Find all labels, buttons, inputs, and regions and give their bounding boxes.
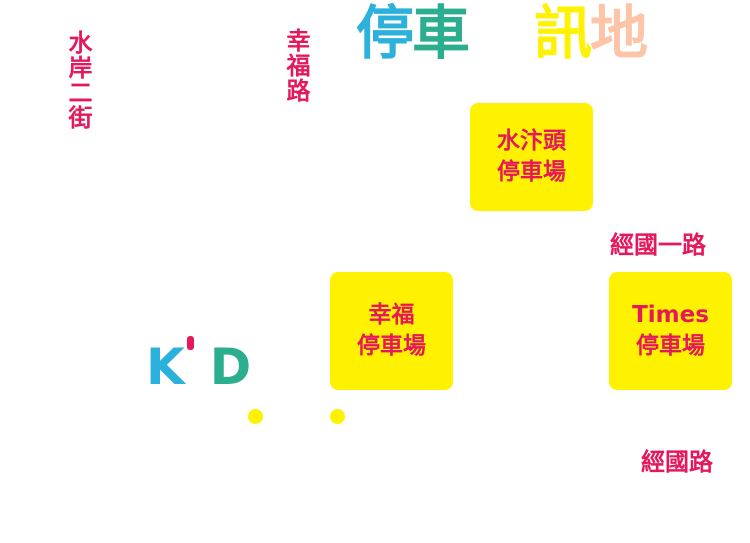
parking-lot-name: 幸福 xyxy=(368,302,415,328)
road-label-shuian-2nd-st: 水岸二街 xyxy=(64,30,92,130)
parking-lot-name: 水汴頭 xyxy=(497,128,566,154)
marker-dot-left xyxy=(248,409,263,424)
parking-lot-name: Times xyxy=(632,302,709,328)
parking-lot-times[interactable]: Times 停車場 xyxy=(609,272,732,390)
title-char-5: 地 xyxy=(590,0,648,67)
parking-lot-type: 停車場 xyxy=(357,333,426,359)
logo-letter-d: D xyxy=(209,338,252,396)
parking-lot-type: 停車場 xyxy=(636,333,705,359)
title-char-1: 停 xyxy=(356,0,414,67)
road-label-xingfu-rd: 幸福路 xyxy=(282,28,310,103)
title-char-4: 訊 xyxy=(534,0,592,67)
road-label-jingguo-1st-rd: 經國一路 xyxy=(610,231,706,259)
title-char-2: 車 xyxy=(412,0,470,67)
parking-lot-xingfu[interactable]: 幸福 停車場 xyxy=(330,272,453,390)
marker-dot-right xyxy=(330,409,345,424)
map-title: 停車 訊地 xyxy=(356,0,648,67)
logo-letter-k: K xyxy=(146,338,185,396)
parking-lot-type: 停車場 xyxy=(497,159,566,185)
road-label-jingguo-rd: 經國路 xyxy=(641,448,713,476)
parking-lot-shuibiantou[interactable]: 水汴頭 停車場 xyxy=(470,103,593,211)
logo-apostrophe xyxy=(186,336,194,350)
